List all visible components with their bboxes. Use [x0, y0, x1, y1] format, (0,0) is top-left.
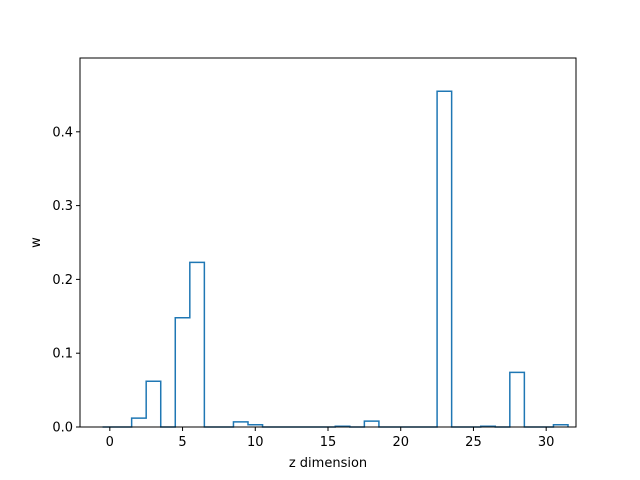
x-tick-label: 15: [320, 435, 337, 450]
y-tick-label: 0.1: [52, 347, 73, 362]
y-tick-label: 0.4: [52, 125, 73, 140]
y-axis: 0.0 0.1 0.2 0.3 0.4: [52, 125, 80, 436]
x-tick-label: 30: [538, 435, 555, 450]
x-tick-label: 25: [465, 435, 482, 450]
x-tick-label: 5: [178, 435, 186, 450]
x-tick-label: 0: [106, 435, 114, 450]
y-tick-label: 0.3: [52, 199, 73, 214]
y-tick-label: 0.2: [52, 273, 73, 288]
x-axis: 0 5 10 15 20 25 30: [106, 427, 555, 450]
x-axis-label: z dimension: [289, 456, 367, 471]
x-tick-label: 20: [392, 435, 409, 450]
y-axis-label: w: [29, 237, 44, 248]
y-tick-label: 0.0: [52, 421, 73, 436]
x-tick-label: 10: [247, 435, 264, 450]
